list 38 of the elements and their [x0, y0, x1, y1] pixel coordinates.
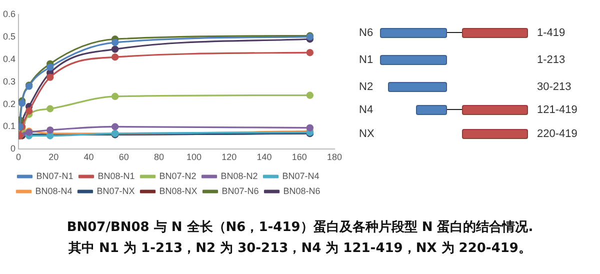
legend-label: BN08-N6 — [283, 186, 320, 196]
x-tick-label: 100 — [186, 152, 202, 162]
y-tick-label: 0.5 — [2, 31, 16, 42]
y-tick-label: 0.2 — [2, 98, 16, 109]
text: N1 — [359, 54, 374, 66]
y-tick-label: 0.1 — [2, 121, 16, 132]
legend-label: BN08-NX — [159, 186, 198, 196]
text: 1-419 — [537, 27, 566, 39]
x-tick-label: 160 — [292, 152, 307, 162]
legend-label: BN07-N1 — [36, 170, 74, 181]
text: N6 — [359, 27, 374, 39]
x-tick-label: 20 — [48, 152, 59, 162]
x-tick-label: 140 — [256, 152, 272, 162]
legend-label: BN07-NX — [96, 186, 135, 196]
x-tick-label: 40 — [84, 152, 94, 162]
legend-label: BN08-N2 — [220, 170, 258, 181]
text: 30-213 — [537, 81, 572, 93]
y-tick-label: 0 — [10, 144, 16, 154]
y-tick-label: 0.3 — [2, 76, 16, 86]
y-tick-label: 0.4 — [2, 54, 16, 64]
legend-label: BN08-N1 — [98, 170, 135, 181]
legend-label: BN07-N2 — [159, 170, 196, 181]
text: 其中 N1 为 1-213，N2 为 30-213，N4 为 121-419，NX 为 220-419。 — [68, 240, 532, 257]
x-tick-label: 120 — [222, 152, 237, 162]
text: 121-419 — [537, 104, 578, 116]
y-tick-label: 0.6 — [2, 8, 16, 19]
legend-label: BN07-N6 — [222, 186, 259, 196]
x-tick-label: 180 — [326, 152, 342, 162]
x-tick-label: 80 — [154, 152, 164, 162]
text: 220-419 — [537, 128, 578, 140]
text: N2 — [359, 81, 374, 93]
legend-label: BN08-N4 — [35, 186, 72, 196]
legend-label: BN07-N4 — [282, 170, 320, 181]
text: BN07/BN08 与 N 全长（N6，1-419）蛋白及各种片段型 N 蛋白的结合情况. — [66, 219, 534, 236]
text: N4 — [359, 104, 374, 116]
text: 1-213 — [537, 54, 566, 66]
text: NX — [359, 128, 374, 140]
x-tick-label: 60 — [118, 152, 129, 162]
